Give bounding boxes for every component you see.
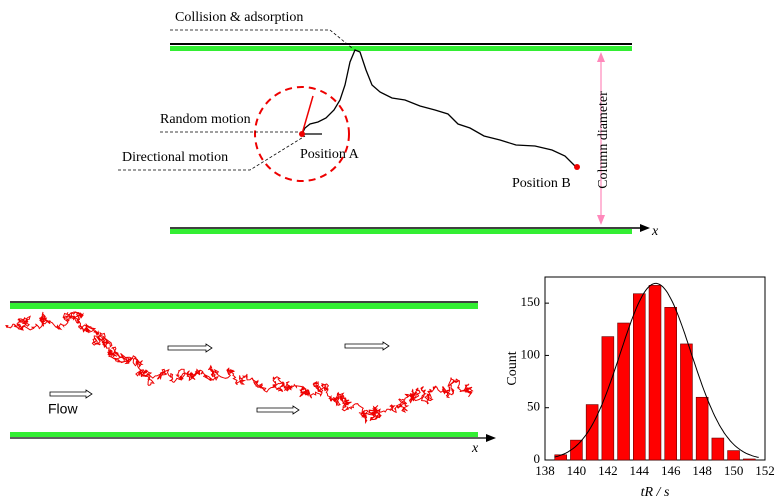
random-walk [5,311,474,425]
bar [617,322,630,461]
bar [743,458,756,461]
top-tube [170,43,650,234]
label: Flow [48,401,78,417]
random-arrow [301,95,314,135]
x-tick-label: 140 [567,463,587,478]
y-tick-label: 100 [521,346,541,361]
y-tick-label: 50 [527,399,540,414]
bar [570,439,583,461]
label: Directional motion [122,150,228,165]
bar [727,450,740,461]
arrowhead [597,215,605,225]
position-a-dot [299,131,305,137]
label: Position B [512,176,571,191]
arrowhead [597,52,605,62]
bar [585,404,599,461]
label: Position A [300,147,360,162]
bar [695,396,709,461]
axis-label: x [471,441,479,456]
label: Random motion [160,112,251,127]
bar [601,336,615,461]
y-tick-label: 0 [534,451,541,466]
x-tick-label: 138 [535,463,555,478]
leader-lines [118,29,353,171]
bottom-tube [10,301,496,442]
y-tick-label: 150 [521,294,541,309]
bar [648,285,662,461]
position-b-dot [574,164,580,170]
bar [711,437,725,461]
y-axis-label: Count [505,351,520,385]
label: Column diameter [596,91,611,189]
bar [664,307,677,461]
flow-arrows [49,341,390,415]
x-tick-label: 144 [630,463,650,478]
x-tick-label: 150 [724,463,744,478]
x-tick-label: 142 [598,463,618,478]
fit-curve [554,282,759,458]
x-axis-label: tR / s [641,485,670,500]
bar [680,343,693,461]
x-tick-label: 146 [661,463,681,478]
bar [633,293,646,461]
histogram: 0 50 100 150 138 140 142 144 146 148 150 152 Count tR… [505,276,775,500]
x-tick-label: 148 [692,463,712,478]
axis-label: x [651,224,659,239]
x-tick-label: 152 [755,463,775,478]
dashed-circle [254,86,350,182]
particle-path [301,49,576,167]
label: Collision & adsorption [175,10,303,25]
